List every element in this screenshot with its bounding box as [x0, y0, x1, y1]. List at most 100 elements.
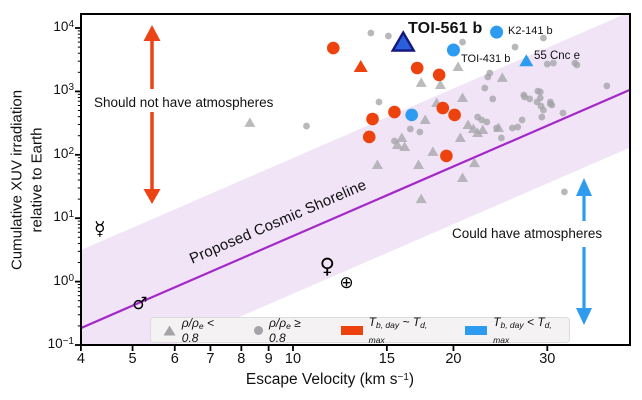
- legend-text: < 0.8: [181, 315, 214, 345]
- legend-item-low-density-text: ρ/ρe < 0.8: [182, 316, 233, 345]
- scatter-point: [549, 59, 557, 67]
- legend-text: T: [537, 315, 545, 329]
- legend-item-high-density: ρ/ρe ≥ 0.8: [254, 316, 320, 345]
- scatter-point: [518, 116, 526, 124]
- label-toi-431b: TOI-431 b: [461, 53, 511, 65]
- arrow-head: [143, 25, 161, 41]
- scatter-point: [244, 117, 256, 127]
- scatter-point: [303, 122, 310, 130]
- scatter-point: [432, 68, 446, 82]
- scatter-point: [540, 34, 547, 42]
- legend-sub: d, max: [368, 320, 428, 345]
- legend-item-hot-dayside-text: Tb, day ~ Td, max: [369, 315, 445, 345]
- scatter-point: [353, 59, 368, 72]
- scatter-point: [440, 149, 453, 163]
- legend-triangle-icon: [163, 325, 176, 335]
- scatter-point: [399, 141, 411, 151]
- legend-red-swatch-icon: [340, 325, 363, 335]
- solar-system-symbol-mars: ♂: [132, 294, 147, 314]
- scatter-point: [489, 95, 497, 103]
- legend-sub: e: [198, 320, 204, 331]
- x-tick-label: 9: [264, 351, 273, 367]
- y-tick-label: 103: [53, 82, 74, 98]
- scatter-point: [391, 137, 398, 145]
- could-atmosphere-annotation: Could have atmospheres: [452, 226, 603, 241]
- legend-text: <: [523, 315, 538, 329]
- scatter-point: [384, 32, 392, 40]
- scatter-point: [543, 60, 551, 68]
- scatter-point: [483, 118, 491, 126]
- scatter-point: [419, 114, 431, 124]
- scatter-point: [446, 43, 460, 57]
- scatter-point: [415, 77, 427, 87]
- scatter-point: [603, 82, 611, 90]
- x-axis-label-sup: −1: [397, 372, 409, 383]
- scatter-point: [561, 188, 568, 196]
- scatter-point: [536, 94, 544, 102]
- scatter-point: [481, 84, 489, 92]
- y-axis-label-line1: Cumulative XUV irradiation: [8, 89, 26, 271]
- scatter-point: [477, 124, 489, 135]
- scatter-point: [436, 101, 450, 115]
- x-tick-label: 20: [445, 351, 462, 367]
- scatter-point: [546, 98, 554, 106]
- x-tick-label: 7: [206, 351, 215, 367]
- scatter-point: [486, 69, 494, 77]
- scatter-point: [536, 88, 544, 96]
- scatter-point: [405, 108, 419, 122]
- scatter-point: [452, 61, 464, 71]
- scatter-point: [410, 61, 424, 75]
- scatter-point: [362, 130, 376, 144]
- legend-text: ≥ 0.8: [269, 315, 301, 345]
- x-axis-label-close: ): [408, 371, 415, 388]
- scatter-point: [514, 123, 522, 131]
- legend-item-hot-dayside: Tb, day ~ Td, max: [340, 315, 445, 345]
- scatter-point: [462, 119, 474, 130]
- scatter-point: [468, 157, 480, 168]
- legend-text: T: [412, 315, 421, 329]
- legend-item-cool-dayside-text: Tb, day < Td, max: [493, 315, 569, 345]
- scatter-point: [519, 54, 534, 67]
- legend-item-low-density: ρ/ρe < 0.8: [163, 316, 233, 345]
- scatter-point: [490, 25, 504, 39]
- scatter-point: [459, 38, 466, 46]
- scatter-point: [520, 91, 528, 99]
- label-55-cnc-e: 55 Cnc e: [534, 50, 581, 62]
- label-k2-141b: K2-141 b: [508, 25, 553, 37]
- scatter-point: [434, 79, 446, 90]
- legend-text: ρ/ρ: [181, 315, 199, 330]
- legend-blue-swatch-icon: [465, 325, 488, 335]
- legend: ρ/ρe < 0.8 ρ/ρe ≥ 0.8 Tb, day ~ Td, max …: [150, 315, 570, 345]
- solar-system-symbol-venus: ♀: [320, 254, 335, 278]
- scatter-point: [457, 172, 469, 183]
- x-tick-label: 15: [378, 351, 395, 367]
- scatter-point: [415, 193, 427, 204]
- arrow-head: [576, 308, 592, 325]
- arrow-head: [143, 189, 161, 204]
- scatter-point: [375, 98, 383, 106]
- scatter-point: [540, 106, 547, 114]
- scatter-point: [413, 159, 425, 170]
- x-tick-label: 8: [237, 351, 246, 367]
- legend-text: T: [368, 315, 376, 329]
- scatter-series: [244, 25, 611, 204]
- x-tick-label: 4: [76, 351, 85, 367]
- y-tick-label: 102: [53, 145, 74, 161]
- scatter-point: [326, 41, 340, 55]
- x-tick-label: 10: [284, 351, 302, 367]
- no-atmosphere-annotation: Should not have atmospheres: [94, 95, 274, 110]
- label-toi-561b: TOI-561 b: [408, 20, 483, 37]
- scatter-point: [427, 146, 439, 156]
- legend-text: T: [493, 315, 501, 329]
- scatter-point: [388, 105, 401, 119]
- scatter-point: [457, 92, 469, 102]
- arrow-head: [576, 178, 592, 196]
- scatter-point: [538, 113, 546, 121]
- solar-system-symbol-mercury: ☿: [94, 218, 106, 240]
- scatter-point: [367, 29, 375, 37]
- scatter-point: [448, 108, 461, 122]
- scatter-point: [371, 159, 383, 170]
- y-tick-label: 10−1: [47, 336, 74, 351]
